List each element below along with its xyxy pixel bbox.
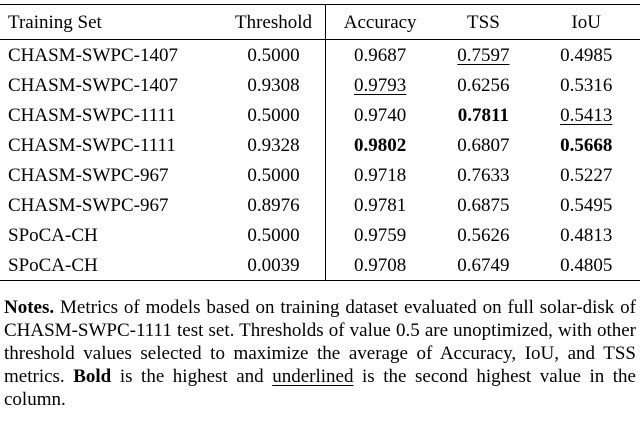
cell-iou: 0.4985	[560, 44, 613, 66]
cell-training-set: CHASM-SWPC-967	[8, 194, 169, 216]
cell-tss: 0.5626	[457, 224, 510, 246]
table-row: CHASM-SWPC-1111 0.9328 0.9802 0.6807 0.5668	[0, 130, 640, 160]
cell-threshold: 0.0039	[222, 250, 326, 281]
cell-threshold: 0.8976	[247, 194, 300, 216]
cell-tss: 0.6256	[457, 74, 510, 96]
cell-threshold: 0.9308	[247, 74, 300, 96]
cell-accuracy: 0.9802	[324, 130, 435, 160]
cell-training-set: CHASM-SWPC-967	[8, 164, 169, 186]
table-row: SPoCA-CH 0.5000 0.9759 0.5626 0.4813	[0, 220, 640, 250]
cell-iou: 0.4805	[532, 250, 640, 281]
notes-underlined-word: underlined	[272, 366, 354, 387]
cell-iou: 0.5413	[532, 100, 640, 130]
cell-threshold: 0.5000	[247, 164, 300, 186]
cell-training-set: CHASM-SWPC-1111	[8, 104, 176, 126]
table-row: CHASM-SWPC-967 0.5000 0.9718 0.7633 0.5227	[0, 160, 640, 190]
cell-threshold: 0.5000	[247, 44, 300, 66]
header-iou: IoU	[532, 4, 640, 40]
cell-threshold: 0.5000	[247, 104, 300, 126]
cell-accuracy: 0.9718	[324, 160, 435, 190]
notes-label: Notes.	[4, 297, 55, 318]
notes-text-3: is the second highest value in the colum…	[4, 366, 636, 410]
cell-tss: 0.7597	[434, 40, 532, 71]
underlined-value: 0.9793	[354, 74, 407, 96]
cell-training-set: SPoCA-CH	[0, 250, 223, 281]
cell-iou: 0.5316	[560, 74, 613, 96]
notes-text-2: is the highest and	[111, 366, 273, 387]
underlined-value: 0.5413	[560, 104, 613, 126]
notes-bold-word: Bold	[73, 366, 112, 387]
cell-training-set: CHASM-SWPC-1111	[8, 134, 176, 156]
cell-iou: 0.5495	[560, 194, 613, 216]
cell-iou: 0.5227	[560, 164, 613, 186]
underlined-value: 0.7597	[457, 44, 510, 66]
cell-accuracy: 0.9708	[324, 250, 435, 281]
table-row: SPoCA-CH 0.0039 0.9708 0.6749 0.4805	[0, 250, 640, 281]
table-row: CHASM-SWPC-1111 0.5000 0.9740 0.7811 0.5413	[0, 100, 640, 130]
cell-training-set: CHASM-SWPC-1407	[8, 44, 178, 66]
cell-threshold: 0.9328	[247, 134, 300, 156]
cell-tss: 0.6875	[457, 194, 510, 216]
cell-accuracy: 0.9781	[324, 190, 435, 220]
cell-accuracy: 0.9793	[324, 70, 435, 100]
cell-threshold: 0.5000	[247, 224, 300, 246]
cell-iou: 0.5668	[560, 134, 613, 156]
header-threshold: Threshold	[222, 4, 326, 40]
cell-tss: 0.7811	[457, 104, 509, 126]
notes-text-1: Metrics of models based on training data…	[4, 297, 636, 387]
cell-training-set: CHASM-SWPC-1407	[8, 74, 178, 96]
metrics-table: Training Set Threshold Accuracy TSS IoU …	[0, 4, 640, 281]
header-row: Training Set Threshold Accuracy TSS IoU	[0, 4, 640, 40]
cell-accuracy: 0.9759	[324, 220, 435, 250]
table-row: CHASM-SWPC-1407 0.5000 0.9687 0.7597 0.4985	[0, 39, 640, 71]
header-tss: TSS	[434, 4, 533, 40]
cell-tss: 0.6749	[434, 250, 533, 281]
header-accuracy: Accuracy	[324, 4, 435, 40]
table-row: CHASM-SWPC-1407 0.9308 0.9793 0.6256 0.5316	[0, 70, 640, 100]
table-row: CHASM-SWPC-967 0.8976 0.9781 0.6875 0.5495	[0, 190, 640, 220]
cell-tss: 0.6807	[457, 134, 510, 156]
table-notes: Notes. Metrics of models based on traini…	[4, 296, 636, 411]
cell-accuracy: 0.9740	[324, 100, 435, 130]
cell-iou: 0.4813	[560, 224, 613, 246]
cell-accuracy: 0.9687	[324, 39, 435, 70]
header-training-set: Training Set	[0, 4, 223, 40]
cell-tss: 0.7633	[457, 164, 510, 186]
cell-training-set: SPoCA-CH	[8, 224, 98, 246]
table-header: Training Set Threshold Accuracy TSS IoU	[0, 4, 640, 40]
table-body: CHASM-SWPC-1407 0.5000 0.9687 0.7597 0.4985 C…	[0, 39, 640, 281]
